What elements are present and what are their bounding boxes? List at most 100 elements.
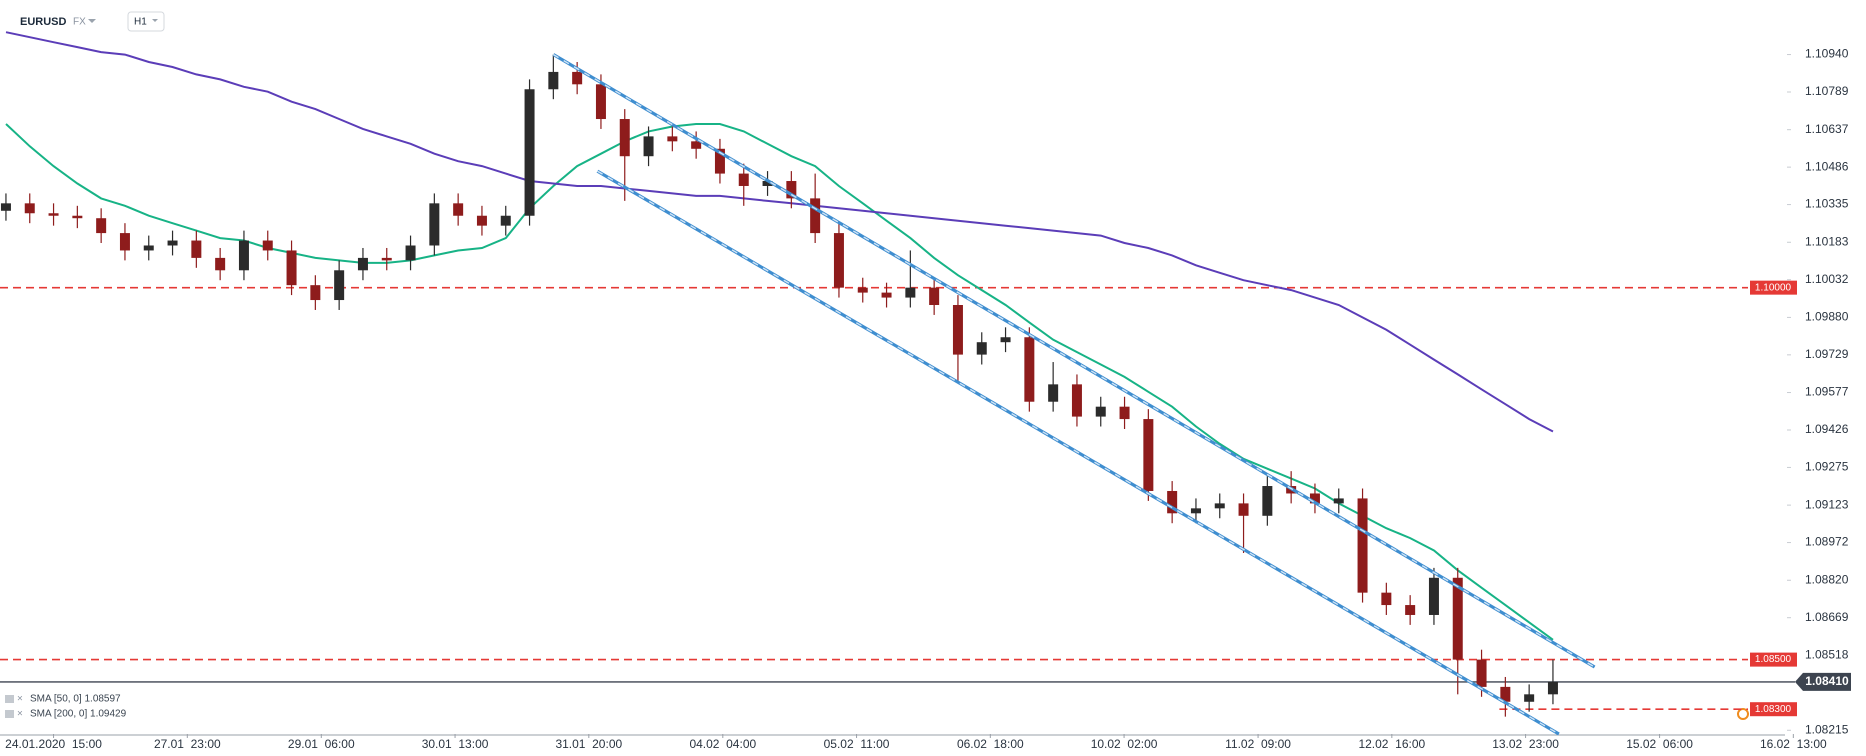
candle-body	[286, 250, 297, 286]
alert-icon[interactable]	[1737, 708, 1749, 720]
x-tick-label: 04.02 04:00	[689, 737, 756, 751]
candle-body	[1000, 337, 1011, 343]
candle-body	[738, 173, 749, 186]
candle-body	[262, 240, 273, 251]
candle-body	[357, 257, 368, 271]
candle-body	[1190, 508, 1201, 514]
y-tick-label: 1.08669	[1805, 610, 1849, 624]
candle-body	[429, 203, 440, 246]
candle-body	[1500, 686, 1511, 702]
legend-close: ×	[17, 694, 23, 705]
candle-body	[0, 203, 11, 211]
candle-body	[1381, 592, 1392, 606]
y-tick-label: 1.10183	[1805, 234, 1849, 248]
x-tick-label: 24.01.2020 15:00	[5, 737, 102, 751]
symbol[interactable]: EURUSD	[20, 16, 67, 28]
candle-body	[1238, 503, 1249, 516]
candle-body	[1524, 694, 1535, 702]
candle-body	[762, 181, 773, 186]
candle-body	[1452, 577, 1463, 660]
interval[interactable]: H1	[134, 17, 147, 28]
candle-body	[595, 84, 606, 120]
y-tick-label: 1.08518	[1805, 647, 1849, 661]
candle-body	[1143, 419, 1154, 491]
interval-dropdown[interactable]	[152, 19, 158, 22]
y-tick-label: 1.09729	[1805, 347, 1849, 361]
x-tick-label: 29.01 06:00	[288, 737, 355, 751]
candle-body	[810, 198, 821, 234]
interval-box[interactable]	[127, 11, 165, 32]
candle-body	[143, 245, 154, 251]
x-tick-label: 12.02 16:00	[1358, 737, 1425, 751]
candle-body	[1119, 406, 1130, 420]
candle-body	[1048, 384, 1059, 402]
candle-body	[857, 287, 868, 293]
y-tick-label: 1.10789	[1805, 84, 1849, 98]
candle-body	[500, 215, 511, 226]
x-tick-label: 11.02 09:00	[1225, 737, 1291, 751]
y-tick-label: 1.08972	[1805, 535, 1849, 549]
x-tick-label: 30.01 13:00	[422, 737, 489, 751]
candle-body	[191, 240, 202, 258]
candle-body	[952, 305, 963, 355]
candle-body	[96, 218, 107, 234]
y-tick-label: 1.10335	[1805, 197, 1849, 211]
candle-body	[1547, 681, 1558, 695]
level-label: 1.08300	[1755, 704, 1792, 715]
level-label-box	[1750, 652, 1797, 667]
current-price-label: 1.08410	[1805, 674, 1849, 688]
level-label: 1.08500	[1755, 654, 1792, 665]
x-tick-label: 16.02 13:00	[1760, 737, 1827, 751]
candle-body	[1167, 490, 1178, 514]
candle-body	[643, 136, 654, 157]
sma-line	[5, 31, 1554, 433]
symbol-dropdown[interactable]	[88, 19, 96, 23]
x-tick-label: 15.02 06:00	[1626, 737, 1693, 751]
trendline-dash	[552, 53, 1595, 668]
y-tick-label: 1.08820	[1805, 572, 1849, 586]
candle-body	[334, 270, 345, 301]
x-tick-label: 05.02 11:00	[824, 737, 890, 751]
candle-body	[929, 287, 940, 306]
candle-body	[1214, 503, 1225, 509]
candle-body	[1024, 337, 1035, 402]
x-tick-label: 13.02 23:00	[1492, 737, 1559, 751]
candle-body	[548, 71, 559, 90]
candle-body	[691, 141, 702, 149]
level-label-box	[1750, 702, 1797, 717]
candle-body	[1071, 384, 1082, 417]
candle-body	[215, 257, 226, 271]
candle-body	[1405, 605, 1416, 615]
candle-body	[119, 233, 130, 251]
x-tick-label: 27.01 23:00	[154, 737, 221, 751]
candle-body	[572, 71, 583, 85]
x-tick-label: 10.02 02:00	[1091, 737, 1158, 751]
y-tick-label: 1.09426	[1805, 422, 1849, 436]
y-tick-label: 1.10486	[1805, 159, 1849, 173]
level-label-box	[1750, 280, 1797, 295]
candle-body	[619, 119, 630, 157]
y-tick-label: 1.10940	[1805, 47, 1849, 61]
y-tick-label: 1.09577	[1805, 385, 1849, 399]
legend-icon	[5, 695, 14, 703]
candle-body	[1262, 486, 1273, 516]
y-tick-label: 1.09880	[1805, 310, 1849, 324]
legend-entry: SMA [200, 0] 1.09429	[30, 709, 127, 720]
candle-body	[167, 240, 178, 246]
trendline-dash	[597, 170, 1560, 735]
x-tick-label: 31.01 20:00	[555, 737, 622, 751]
y-tick-label: 1.10637	[1805, 122, 1849, 136]
level-label: 1.10000	[1755, 282, 1792, 293]
candle-body	[381, 257, 392, 261]
y-tick-label: 1.08215	[1805, 722, 1849, 736]
candle-body	[881, 292, 892, 298]
candle-body	[1357, 498, 1368, 593]
candle-body	[405, 245, 416, 261]
market: FX	[73, 17, 86, 28]
candle-body	[976, 342, 987, 355]
y-tick-label: 1.09123	[1805, 497, 1849, 511]
candle-body	[667, 136, 678, 142]
legend-icon	[5, 710, 14, 718]
